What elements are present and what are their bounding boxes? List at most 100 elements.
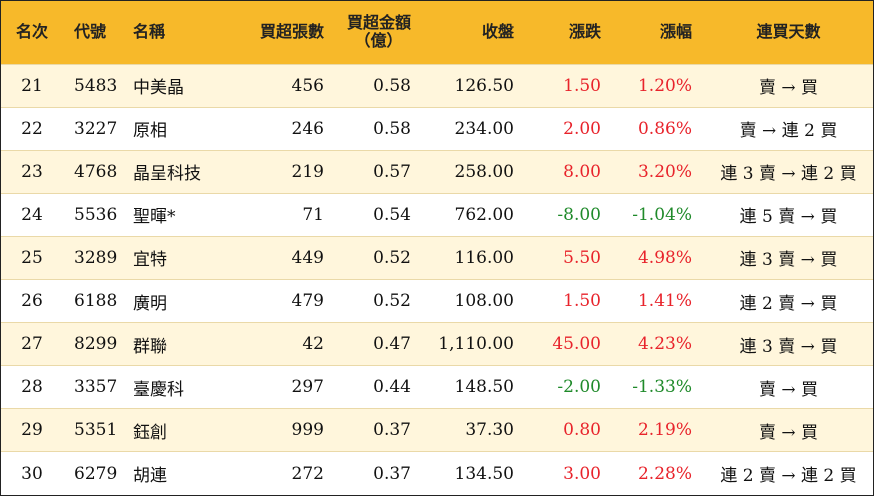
- cell-consecutive-days: 連 2 賣 → 連 2 買: [720, 466, 857, 487]
- cell-change: 3.00: [563, 463, 601, 484]
- cell-consecutive-days: 連 5 賣 → 買: [739, 207, 838, 228]
- cell-change-pct: 2.19%: [637, 420, 692, 441]
- table-row: 27 8299 群聯 42 0.47 1,110.00 45.00 4.23% 連 3 賣 → …: [1, 322, 873, 366]
- cell-net-buy-lots: 246: [291, 118, 324, 139]
- cell-net-buy-lots: 456: [291, 75, 324, 96]
- header-close: 收盤: [481, 22, 514, 42]
- cell-net-buy-lots: 297: [291, 377, 324, 398]
- cell-name: 宜特: [133, 250, 167, 271]
- table-row: 25 3289 宜特 449 0.52 116.00 5.50 4.98% 連 3 賣 → 買: [1, 236, 873, 280]
- table-header-row: 名次 代號 名稱 買超張數 買超金額 （億） 收盤 漲跌 漲幅 連買天數: [1, 1, 873, 64]
- table-row: 24 5536 聖暉* 71 0.54 762.00 -8.00 -1.04% 連 5 賣 → …: [1, 193, 873, 237]
- cell-rank: 29: [21, 420, 43, 441]
- cell-consecutive-days: 賣 → 買: [758, 379, 819, 400]
- cell-code: 3289: [74, 247, 118, 268]
- header-change: 漲跌: [568, 22, 601, 42]
- cell-change: 0.80: [563, 420, 601, 441]
- cell-code: 6279: [74, 463, 118, 484]
- cell-name: 原相: [133, 121, 167, 142]
- cell-net-buy-amount: 0.58: [373, 118, 411, 139]
- cell-net-buy-lots: 272: [291, 463, 324, 484]
- header-net-buy-amount-line1: 買超金額: [346, 13, 411, 33]
- table-body: 21 5483 中美晶 456 0.58 126.50 1.50 1.20% 賣 → 買 22 32…: [1, 64, 873, 495]
- cell-rank: 21: [21, 75, 43, 96]
- cell-consecutive-days: 賣 → 買: [758, 422, 819, 443]
- cell-net-buy-amount: 0.37: [373, 463, 411, 484]
- table-row: 21 5483 中美晶 456 0.58 126.50 1.50 1.20% 賣 → 買: [1, 64, 873, 108]
- header-name: 名稱: [133, 22, 166, 42]
- cell-close: 234.00: [454, 118, 514, 139]
- cell-consecutive-days: 連 2 賣 → 買: [739, 293, 838, 314]
- cell-name: 中美晶: [133, 78, 184, 99]
- table-row: 23 4768 晶呈科技 219 0.57 258.00 8.00 3.20% 連 3 賣 → …: [1, 150, 873, 194]
- cell-code: 3357: [74, 377, 118, 398]
- cell-change-pct: 0.86%: [637, 118, 692, 139]
- cell-change-pct: 4.98%: [637, 247, 692, 268]
- cell-rank: 30: [21, 463, 43, 484]
- cell-change-pct: -1.04%: [632, 204, 692, 225]
- header-net-buy-lots: 買超張數: [259, 22, 324, 42]
- cell-change: 5.50: [563, 247, 601, 268]
- cell-consecutive-days: 賣 → 連 2 買: [739, 121, 838, 142]
- cell-name: 聖暉*: [133, 207, 176, 228]
- cell-rank: 23: [21, 161, 43, 182]
- cell-net-buy-lots: 71: [302, 204, 324, 225]
- cell-change: -2.00: [557, 377, 601, 398]
- cell-close: 148.50: [454, 377, 514, 398]
- header-net-buy-amount: 買超金額 （億）: [336, 1, 423, 64]
- cell-net-buy-amount: 0.37: [373, 420, 411, 441]
- cell-code: 5536: [74, 204, 118, 225]
- cell-net-buy-amount: 0.57: [373, 161, 411, 182]
- cell-close: 116.00: [454, 247, 514, 268]
- cell-consecutive-days: 連 3 賣 → 買: [739, 250, 838, 271]
- cell-rank: 22: [21, 118, 43, 139]
- header-rank: 名次: [15, 22, 48, 42]
- cell-rank: 25: [21, 247, 43, 268]
- cell-consecutive-days: 連 3 賣 → 買: [739, 336, 838, 357]
- cell-code: 5483: [74, 75, 118, 96]
- table-row: 22 3227 原相 246 0.58 234.00 2.00 0.86% 賣 → 連 2 買: [1, 107, 873, 151]
- cell-name: 胡連: [133, 466, 167, 487]
- cell-rank: 27: [21, 334, 43, 355]
- cell-net-buy-amount: 0.52: [373, 247, 411, 268]
- table-row: 26 6188 廣明 479 0.52 108.00 1.50 1.41% 連 2 賣 → 買: [1, 279, 873, 323]
- cell-change: 1.50: [563, 291, 601, 312]
- cell-name: 臺慶科: [133, 379, 184, 400]
- cell-name: 鈺創: [133, 422, 167, 443]
- cell-net-buy-amount: 0.58: [373, 75, 411, 96]
- cell-change-pct: 4.23%: [637, 334, 692, 355]
- table-row: 28 3357 臺慶科 297 0.44 148.50 -2.00 -1.33% 賣 → 買: [1, 365, 873, 409]
- cell-change: 1.50: [563, 75, 601, 96]
- cell-net-buy-lots: 449: [291, 247, 324, 268]
- header-code: 代號: [74, 22, 107, 42]
- cell-consecutive-days: 賣 → 買: [758, 78, 819, 99]
- cell-close: 37.30: [465, 420, 514, 441]
- cell-change-pct: 3.20%: [637, 161, 692, 182]
- table-row: 30 6279 胡連 272 0.37 134.50 3.00 2.28% 連 2 賣 → 連 …: [1, 451, 873, 495]
- cell-change: 8.00: [563, 161, 601, 182]
- cell-change-pct: 1.41%: [637, 291, 692, 312]
- cell-code: 3227: [74, 118, 118, 139]
- cell-net-buy-amount: 0.47: [373, 334, 411, 355]
- cell-close: 258.00: [454, 161, 514, 182]
- header-change-pct: 漲幅: [659, 22, 692, 42]
- cell-net-buy-amount: 0.54: [373, 204, 411, 225]
- cell-net-buy-lots: 999: [291, 420, 324, 441]
- cell-code: 4768: [74, 161, 118, 182]
- cell-rank: 24: [21, 204, 43, 225]
- cell-close: 762.00: [454, 204, 514, 225]
- cell-consecutive-days: 連 3 賣 → 連 2 買: [720, 164, 857, 185]
- cell-close: 108.00: [454, 291, 514, 312]
- cell-code: 5351: [74, 420, 118, 441]
- cell-net-buy-amount: 0.44: [373, 377, 411, 398]
- cell-change: 2.00: [563, 118, 601, 139]
- cell-net-buy-lots: 219: [291, 161, 324, 182]
- cell-name: 群聯: [133, 336, 167, 357]
- cell-change-pct: 2.28%: [637, 463, 692, 484]
- cell-change-pct: 1.20%: [637, 75, 692, 96]
- cell-close: 134.50: [454, 463, 514, 484]
- header-consecutive-days: 連買天數: [756, 22, 821, 42]
- header-net-buy-amount-line2: （億）: [354, 31, 403, 51]
